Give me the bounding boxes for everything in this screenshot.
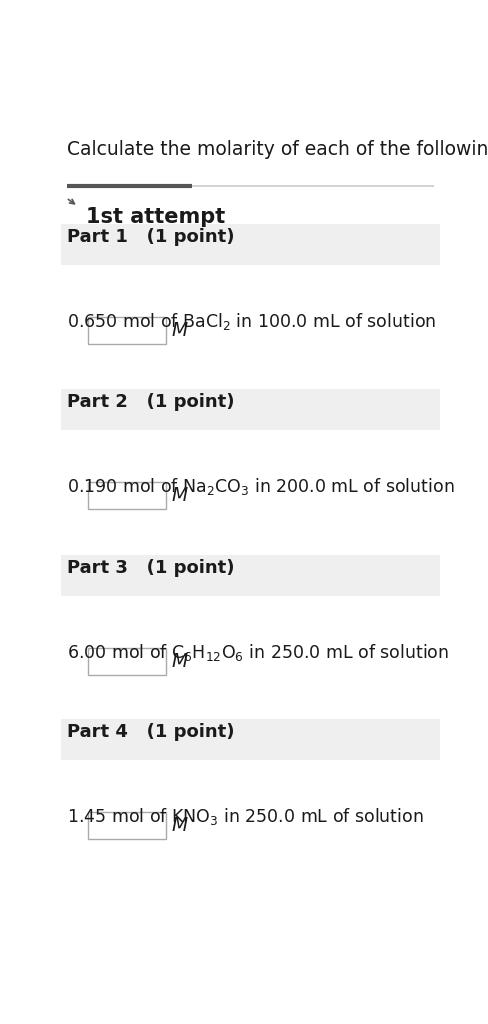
Text: $\mathit{M}$: $\mathit{M}$ xyxy=(171,652,188,671)
Text: Part 4   (1 point): Part 4 (1 point) xyxy=(67,723,234,741)
FancyBboxPatch shape xyxy=(61,389,439,430)
FancyBboxPatch shape xyxy=(61,555,439,596)
Text: Calculate the molarity of each of the following solutions.: Calculate the molarity of each of the fo… xyxy=(67,140,488,159)
Text: Part 1   (1 point): Part 1 (1 point) xyxy=(67,227,234,246)
Text: 0.190 mol of Na$_2$CO$_3$ in 200.0 mL of solution: 0.190 mol of Na$_2$CO$_3$ in 200.0 mL of… xyxy=(67,476,454,497)
FancyBboxPatch shape xyxy=(88,482,166,509)
Text: 0.650 mol of BaCl$_2$ in 100.0 mL of solution: 0.650 mol of BaCl$_2$ in 100.0 mL of sol… xyxy=(67,310,435,332)
Text: $\mathit{M}$: $\mathit{M}$ xyxy=(171,816,188,835)
FancyBboxPatch shape xyxy=(88,316,166,344)
FancyBboxPatch shape xyxy=(61,719,439,760)
Text: 6.00 mol of C$_6$H$_{12}$O$_6$ in 250.0 mL of solution: 6.00 mol of C$_6$H$_{12}$O$_6$ in 250.0 … xyxy=(67,642,448,663)
Text: $\mathit{M}$: $\mathit{M}$ xyxy=(171,486,188,506)
FancyBboxPatch shape xyxy=(61,224,439,265)
FancyBboxPatch shape xyxy=(88,648,166,675)
Text: 1.45 mol of KNO$_3$ in 250.0 mL of solution: 1.45 mol of KNO$_3$ in 250.0 mL of solut… xyxy=(67,806,423,826)
FancyBboxPatch shape xyxy=(88,812,166,839)
Text: Part 2   (1 point): Part 2 (1 point) xyxy=(67,393,234,412)
Text: $\mathit{M}$: $\mathit{M}$ xyxy=(171,321,188,340)
Text: 1st attempt: 1st attempt xyxy=(85,207,224,227)
Text: Part 3   (1 point): Part 3 (1 point) xyxy=(67,559,234,577)
